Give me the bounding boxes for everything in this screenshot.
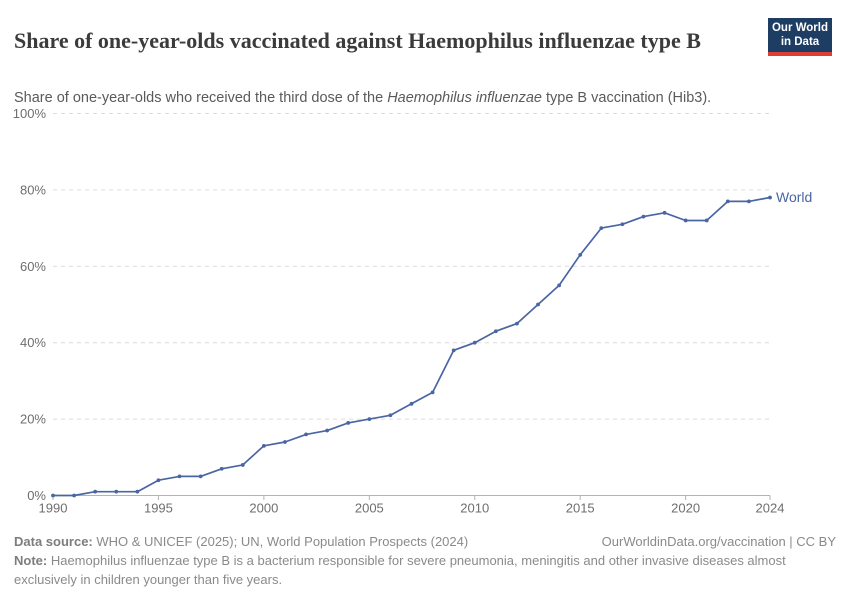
data-point-2023 [747,199,751,204]
data-point-2006 [388,413,393,418]
y-tick-label: 20% [20,412,46,427]
y-tick-label: 0% [27,488,46,503]
data-point-2011 [493,329,498,334]
data-point-2004 [346,421,351,425]
data-point-2001 [283,440,287,444]
x-tick-label: 2005 [355,501,384,516]
data-point-2002 [304,432,308,437]
data-point-2024 [768,195,772,200]
data-point-1995 [156,478,161,483]
data-point-2005 [367,417,372,421]
data-point-2008 [430,390,435,395]
data-point-2003 [325,428,330,433]
x-tick-label: 2000 [249,501,278,516]
owid-url-link[interactable]: OurWorldinData.org/vaccination | CC BY [601,534,836,549]
owid-logo-line1: Our World [771,22,828,34]
page-title: Share of one-year-olds vaccinated agains… [14,27,701,53]
y-tick-label: 40% [20,335,46,350]
data-point-1996 [177,474,182,479]
chart-subtitle: Share of one-year-olds who received the … [14,90,794,106]
data-point-2014 [557,283,562,288]
x-tick-label: 2024 [756,501,785,516]
x-tick-label: 2015 [566,501,595,516]
note-label: Note: [14,553,48,568]
data-point-2017 [620,222,625,227]
data-point-2021 [704,218,709,223]
data-point-2016 [599,226,604,231]
data-point-2022 [725,199,730,204]
data-point-2012 [515,321,519,326]
data-point-2007 [409,401,414,406]
data-point-1997 [198,474,203,479]
data-point-2009 [451,348,456,353]
data-point-1994 [135,489,140,494]
owid-logo-line2: in Data [780,36,820,48]
data-point-1991 [72,493,76,498]
data-point-1990 [51,493,55,498]
subtitle-italic-text: Haemophilus influenzae [387,89,542,106]
x-tick-label: 2020 [671,501,700,516]
x-tick-label: 1995 [144,501,173,516]
subtitle-text-after: type B vaccination (Hib3). [541,89,712,106]
data-point-1999 [240,463,245,467]
data-point-2019 [662,210,667,215]
data-point-2018 [641,214,646,219]
world-series-line [52,196,771,497]
y-tick-label: 60% [20,259,46,274]
x-tick-label: 2010 [460,501,489,516]
data-source-line: Data source: WHO & UNICEF (2025); UN, Wo… [14,533,468,552]
y-tick-label: 80% [20,182,46,197]
note-line: Note: Haemophilus influenzae type B is a… [14,552,814,589]
subtitle-text: Share of one-year-olds who received the … [14,89,388,106]
owid-logo[interactable]: Our World in Data [768,18,832,56]
data-point-1993 [114,489,119,494]
data-source-text: WHO & UNICEF (2025); UN, World Populatio… [92,534,469,549]
x-tick-label: 1990 [39,501,68,516]
data-source-label: Data source: [14,534,93,549]
data-point-1998 [219,466,224,471]
note-text: Haemophilus influenzae type B is a bacte… [14,553,786,587]
chart-footer: Data source: WHO & UNICEF (2025); UN, Wo… [14,533,836,589]
series-end-label: World [776,189,812,205]
data-point-2010 [472,340,477,345]
y-tick-label: 100% [13,106,47,121]
data-point-2013 [536,302,540,307]
data-point-2000 [261,443,266,448]
data-point-2020 [683,218,688,223]
data-point-2015 [578,252,583,257]
data-point-1992 [93,489,98,494]
